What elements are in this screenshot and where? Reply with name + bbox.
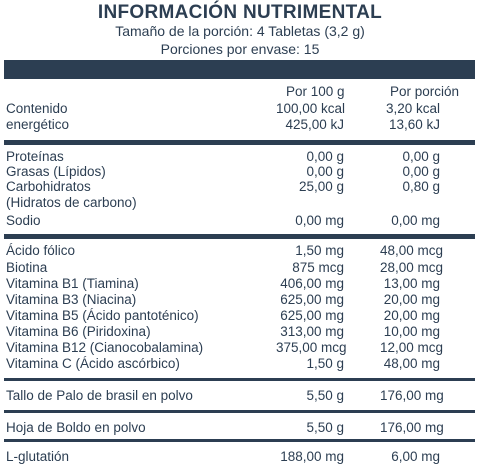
- extra-row-per100: 5,50 g: [306, 388, 344, 403]
- macro-row-perserving: 0,00 g: [402, 164, 440, 179]
- vitamin-row-perserving: 48,00 mcg: [380, 243, 444, 258]
- extra-row-label: Hoja de Boldo en polvo: [6, 420, 146, 435]
- energy-kj-per100: 425,00 kJ: [285, 117, 344, 132]
- section-divider: [4, 234, 475, 239]
- macro-row-perserving: 0,80 g: [402, 179, 440, 194]
- vitamin-row-perserving: 20,00 mg: [383, 308, 440, 323]
- macro-row-per100: 25,00 g: [298, 179, 344, 194]
- macro-row-perserving: 0,00 mg: [391, 213, 440, 228]
- vitamin-row-label: Vitamina B1 (Tiamina): [6, 276, 139, 291]
- vitamin-row-perserving: 48,00 mg: [383, 356, 440, 371]
- energy-label-2: energético: [6, 117, 70, 132]
- macro-row-per100: 0,00 g: [306, 164, 344, 179]
- serving-size: Tamaño de la porción: 4 Tabletas (3,2 g): [115, 23, 365, 39]
- section-divider: [4, 140, 475, 145]
- page-title: INFORMACIÓN NUTRIMENTAL: [97, 2, 383, 23]
- extra-row-perserving: 176,00 mg: [380, 388, 444, 403]
- vitamin-row-per100: 625,00 mg: [280, 308, 344, 323]
- extra-row-perserving: 176,00 mg: [380, 420, 444, 435]
- servings-per-container: Porciones por envase: 15: [160, 41, 320, 57]
- vitamin-row-per100: 1,50 mg: [295, 243, 344, 258]
- extra-row-per100: 5,50 g: [306, 420, 344, 435]
- section-divider: [4, 439, 475, 442]
- macro-row-label: Grasas (Lípidos): [6, 164, 106, 179]
- vitamin-row-perserving: 28,00 mcg: [380, 260, 444, 275]
- macro-row-label: Sodio: [6, 213, 41, 228]
- vitamin-row-label: Biotina: [6, 260, 48, 275]
- vitamin-row-per100: 875 mcg: [292, 260, 344, 275]
- vitamin-row-perserving: 10,00 mg: [383, 324, 440, 339]
- macro-row-perserving: 0,00 g: [402, 149, 440, 164]
- column-header-perserving: Por porción: [390, 84, 460, 99]
- header-bar: [4, 60, 475, 79]
- energy-kj-perserving: 13,60 kJ: [388, 117, 440, 132]
- vitamin-row-label: Vitamina B5 (Ácido pantoténico): [6, 308, 199, 323]
- energy-kcal-perserving: 3,20 kcal: [385, 101, 440, 116]
- vitamin-row-label: Vitamina B3 (Niacina): [6, 292, 137, 307]
- extra-row-label: L-glutatión: [6, 449, 70, 464]
- vitamin-row-perserving: 13,00 mg: [383, 276, 440, 291]
- extra-row-perserving: 6,00 mg: [391, 449, 440, 464]
- vitamin-row-label: Ácido fólico: [6, 243, 76, 258]
- vitamin-row-label: Vitamina C (Ácido ascórbico): [6, 356, 180, 371]
- macro-row-per100: 0,00 g: [306, 149, 344, 164]
- column-header-per100: Por 100 g: [286, 84, 345, 99]
- extra-row-per100: 188,00 mg: [280, 449, 344, 464]
- macro-row-per100: 0,00 mg: [295, 213, 344, 228]
- macro-row-label: Carbohidratos: [6, 179, 91, 194]
- section-divider: [4, 378, 475, 381]
- vitamin-row-perserving: 12,00 mcg: [380, 340, 444, 355]
- vitamin-row-perserving: 20,00 mg: [383, 292, 440, 307]
- vitamin-row-label: Vitamina B12 (Cianocobalamina): [6, 340, 204, 355]
- vitamin-row-per100: 406,00 mg: [280, 276, 344, 291]
- extra-row-label: Tallo de Palo de brasil en polvo: [6, 388, 193, 403]
- vitamin-row-per100: 375,00 mcg: [276, 340, 347, 355]
- vitamin-row-label: Vitamina B6 (Piridoxina): [6, 324, 151, 339]
- macro-row-label: Proteínas: [6, 149, 64, 164]
- section-divider: [4, 410, 475, 413]
- energy-label: Contenido: [6, 101, 68, 116]
- vitamin-row-per100: 313,00 mg: [280, 324, 344, 339]
- macro-row-label: (Hidratos de carbono): [6, 195, 137, 210]
- vitamin-row-per100: 1,50 g: [306, 356, 344, 371]
- vitamin-row-per100: 625,00 mg: [280, 292, 344, 307]
- energy-kcal-per100: 100,00 kcal: [276, 101, 346, 116]
